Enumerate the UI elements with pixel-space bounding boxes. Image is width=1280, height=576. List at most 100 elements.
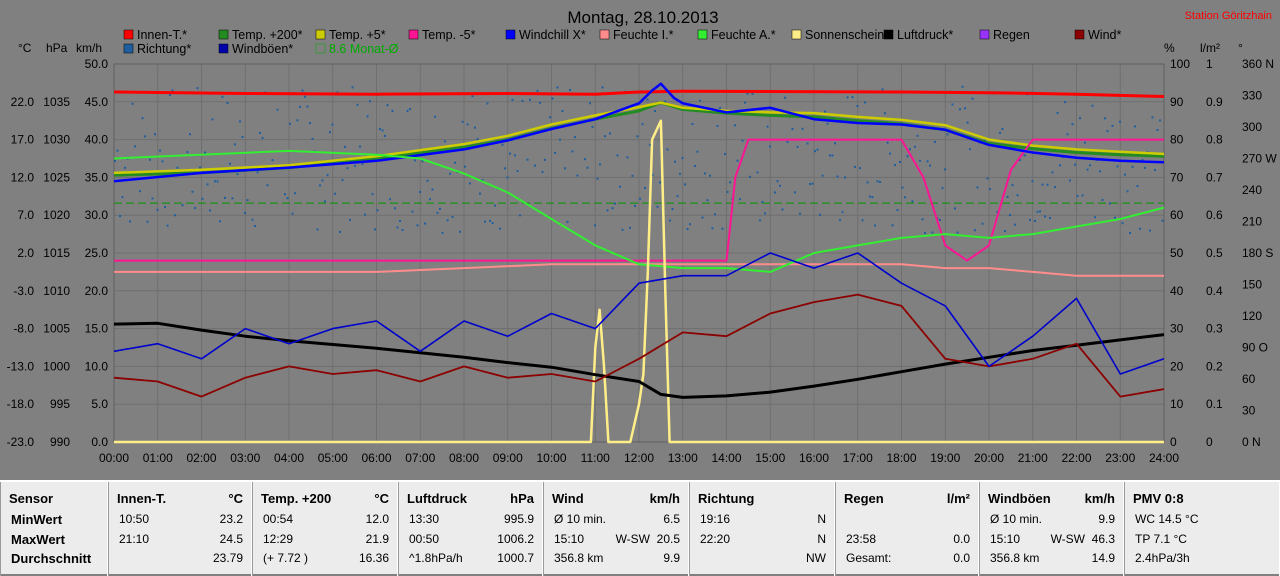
direction-point	[709, 174, 711, 177]
tick-time: 09:00	[493, 451, 523, 465]
direction-point	[559, 138, 561, 141]
legend-label: Feuchte A.*	[711, 28, 776, 42]
direction-point	[826, 122, 829, 125]
legend-swatch	[315, 43, 326, 54]
direction-point	[146, 220, 149, 223]
tick-temp: -23.0	[7, 435, 35, 449]
direction-point	[929, 164, 931, 167]
tick-temp: 17.0	[11, 133, 35, 147]
tick-time: 01:00	[143, 451, 173, 465]
direction-point	[446, 219, 449, 222]
direction-point	[1129, 231, 1131, 234]
stats-cell-value: 9.9	[1098, 512, 1115, 526]
direction-point	[371, 193, 374, 196]
direction-point	[349, 218, 351, 221]
direction-point	[379, 128, 381, 131]
direction-point	[696, 150, 699, 153]
axis-ticks: 50.045.040.035.030.025.020.015.010.05.00…	[7, 57, 1278, 465]
tick-direction: 210	[1242, 215, 1262, 229]
direction-point	[364, 213, 366, 216]
direction-point	[1049, 217, 1051, 220]
direction-point	[896, 208, 899, 211]
tick-kmh: 5.0	[91, 397, 108, 411]
stats-row: Ø 10 min. 9.9	[990, 512, 1115, 528]
direction-point	[1019, 158, 1021, 161]
direction-point	[646, 98, 649, 101]
direction-point	[231, 197, 234, 200]
direction-point	[219, 220, 221, 223]
direction-point	[284, 193, 286, 196]
tick-rain: 0.1	[1206, 397, 1223, 411]
direction-point	[694, 164, 696, 167]
stats-row: MinWert	[11, 512, 99, 528]
tick-direction: 330	[1242, 89, 1262, 103]
direction-point	[209, 209, 211, 212]
direction-point	[851, 96, 854, 99]
stats-cell-value: 1006.2	[497, 531, 534, 546]
direction-point	[774, 191, 776, 194]
legend-label: Richtung*	[137, 42, 191, 56]
direction-point	[1079, 117, 1081, 120]
direction-point	[134, 145, 136, 148]
legend-swatch	[697, 29, 708, 40]
statistics-table: Sensor MinWert MaxWert Durchschnitt Innen-T.…	[0, 480, 1280, 576]
stats-cell-value: 24.5	[219, 531, 243, 546]
direction-point	[951, 103, 954, 106]
direction-point	[666, 148, 669, 151]
direction-point	[324, 200, 326, 203]
direction-point	[1139, 227, 1141, 230]
direction-point	[501, 143, 504, 146]
direction-point	[1076, 195, 1079, 198]
legend-swatch	[505, 29, 516, 40]
stats-cell-time: WC 14.5 °C	[1135, 512, 1199, 526]
tick-direction: 90 O	[1242, 341, 1268, 355]
direction-point	[481, 179, 484, 182]
direction-point	[861, 219, 864, 222]
direction-point	[476, 138, 479, 141]
tick-hpa: 990	[50, 435, 70, 449]
direction-point	[906, 155, 909, 158]
direction-point	[769, 145, 771, 148]
direction-point	[116, 149, 119, 152]
legend-swatch	[408, 29, 419, 40]
direction-point	[594, 224, 596, 227]
stats-header-label: Sensor	[9, 491, 54, 506]
direction-point	[869, 195, 871, 198]
direction-point	[306, 105, 309, 108]
direction-point	[336, 91, 339, 94]
stats-row: 356.8 km 9.9	[554, 551, 680, 567]
direction-point	[889, 152, 891, 155]
tick-kmh: 10.0	[85, 359, 109, 373]
tick-time: 16:00	[799, 451, 829, 465]
stats-header-label: Luftdruck	[407, 491, 467, 506]
tick-time: 10:00	[536, 451, 566, 465]
legend-swatch	[315, 29, 326, 40]
unit-label-right: l/m²	[1200, 41, 1220, 55]
direction-point	[144, 135, 146, 138]
stats-cell-time: 2.4hPa/3h	[1135, 551, 1190, 565]
tick-hpa: 1000	[43, 359, 70, 373]
direction-point	[471, 95, 474, 98]
direction-point	[964, 107, 966, 110]
tick-kmh: 15.0	[85, 322, 109, 336]
direction-point	[334, 192, 336, 195]
stats-panel: Innen-T. °C 10:50 23.2 21:10 24.5 23.79	[108, 482, 252, 576]
direction-point	[614, 202, 616, 205]
direction-point	[1086, 168, 1089, 171]
direction-point	[856, 105, 859, 108]
direction-point	[211, 118, 214, 121]
direction-point	[636, 135, 639, 138]
tick-time: 17:00	[843, 451, 873, 465]
direction-point	[414, 159, 416, 162]
tick-direction: 360 N	[1242, 57, 1274, 71]
stats-row	[846, 512, 970, 528]
tick-rain: 0	[1206, 435, 1213, 449]
direction-point	[749, 175, 751, 178]
stats-row: 12:29 21.9	[263, 532, 389, 548]
direction-point	[171, 89, 174, 92]
direction-point	[1074, 163, 1076, 166]
direction-point	[1059, 164, 1061, 167]
direction-point	[511, 98, 514, 101]
direction-point	[596, 177, 599, 180]
direction-point	[411, 210, 414, 213]
